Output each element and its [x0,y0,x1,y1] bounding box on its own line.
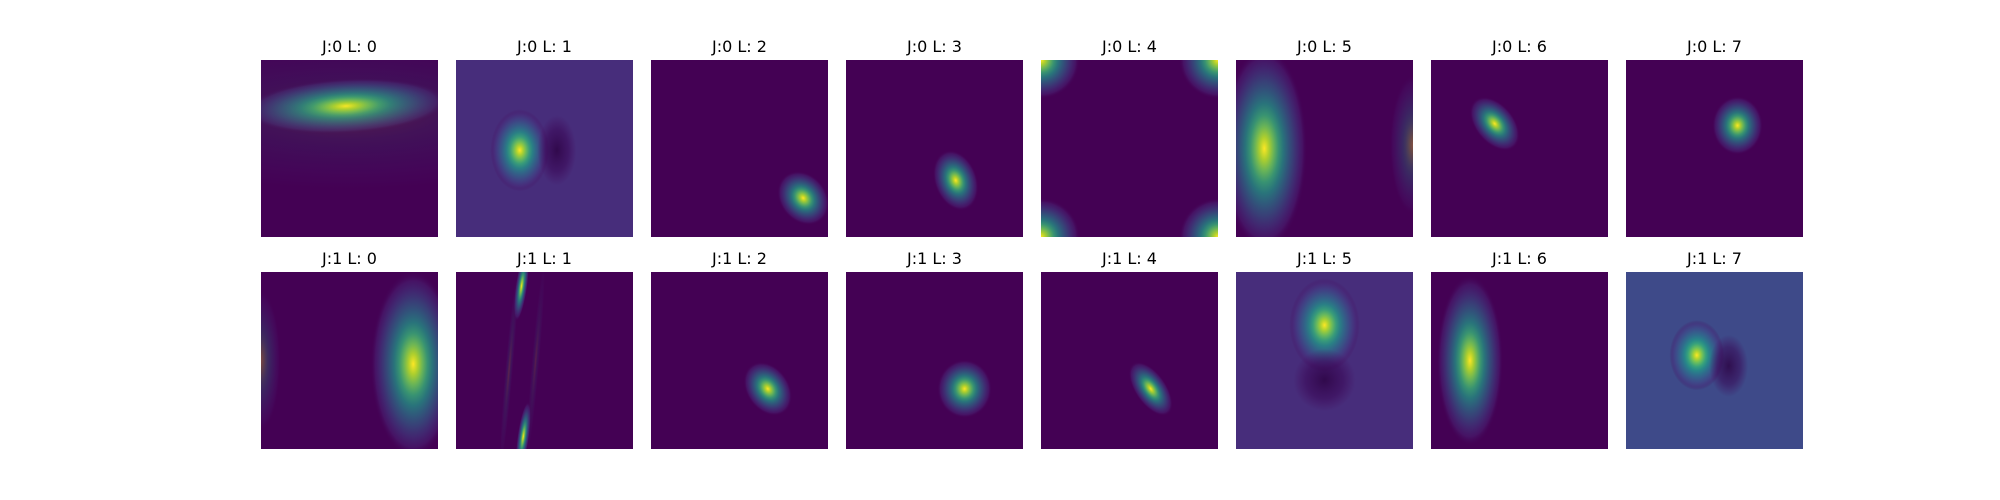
filter-panel: J:1 L: 5 [1236,249,1413,449]
positive-lobe [261,290,281,431]
positive-lobe [1712,96,1763,155]
panel-title: J:0 L: 0 [321,37,377,56]
positive-lobe [490,109,549,192]
filter-panel: J:1 L: 4 [1041,249,1218,449]
positive-lobe [1179,60,1218,99]
panel-background [651,272,828,449]
positive-lobe [1289,278,1360,372]
positive-lobe [526,272,545,449]
positive-lobe [261,60,438,191]
positive-lobe [937,359,992,419]
positive-lobe [1469,96,1520,151]
panel-background [1041,60,1218,237]
panel-title: J:1 L: 4 [1101,249,1157,268]
panel-background [846,60,1023,237]
negative-lobe [537,115,577,186]
filter-panel: J:1 L: 3 [846,249,1023,449]
filter-panel: J:0 L: 4 [1041,37,1218,237]
panel-title: J:0 L: 1 [516,37,572,56]
positive-lobe [1236,60,1308,237]
positive-lobe [1128,361,1173,416]
panel-background [456,272,633,449]
panel-title: J:1 L: 5 [1296,249,1352,268]
panel-title: J:1 L: 3 [906,249,962,268]
panel-title: J:0 L: 3 [906,37,962,56]
filter-panel: J:0 L: 5 [1236,37,1413,237]
filter-panel: J:1 L: 0 [261,249,438,449]
positive-lobe [1041,60,1080,99]
panel-title: J:1 L: 1 [516,249,572,268]
panel-background [1626,60,1803,237]
panel-title: J:1 L: 7 [1686,249,1742,268]
panel-background [1041,272,1218,449]
positive-lobe [932,150,979,211]
positive-lobe [515,401,531,449]
positive-lobe [370,272,438,449]
filter-panel: J:0 L: 6 [1431,37,1608,237]
negative-lobe [1293,348,1356,412]
positive-lobe [1041,198,1080,237]
positive-lobe [499,272,519,449]
filter-panel: J:0 L: 3 [846,37,1023,237]
positive-lobe [1179,198,1218,237]
filter-panel: J:1 L: 1 [456,249,633,449]
positive-lobe [743,361,793,416]
panel-background [1431,60,1608,237]
panel-title: J:1 L: 2 [711,249,767,268]
panel-title: J:1 L: 6 [1491,249,1547,268]
positive-lobe [1436,274,1504,447]
panels-layer: J:0 L: 0 J:0 L: 1 J:0 L: 2 J:0 L: 3 J:0 L: 4… [261,37,1803,449]
panel-title: J:0 L: 7 [1686,37,1742,56]
panel-title: J:0 L: 2 [711,37,767,56]
panel-title: J:1 L: 0 [321,249,377,268]
filter-panel: J:0 L: 7 [1626,37,1803,237]
filter-panel: J:0 L: 0 [261,37,438,237]
positive-lobe [777,171,828,226]
negative-lobe [1709,334,1749,397]
filter-panel: J:0 L: 2 [651,37,828,237]
panel-title: J:0 L: 5 [1296,37,1352,56]
filter-panel: J:0 L: 1 [456,37,633,237]
panel-title: J:0 L: 4 [1101,37,1157,56]
positive-lobe [1389,74,1413,216]
filter-panel: J:1 L: 7 [1626,249,1803,449]
filter-panel: J:1 L: 6 [1431,249,1608,449]
panel-title: J:0 L: 6 [1491,37,1547,56]
filter-panel: J:1 L: 2 [651,249,828,449]
panel-background [846,272,1023,449]
